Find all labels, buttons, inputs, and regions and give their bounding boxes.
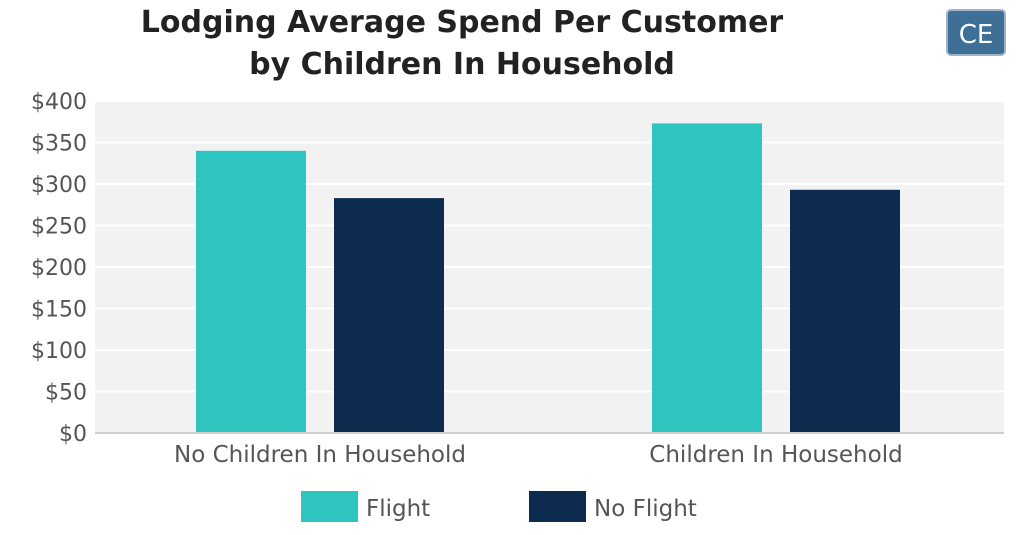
legend-swatch <box>529 491 586 522</box>
y-tick-label: $300 <box>31 173 87 198</box>
legend-item-flight: Flight <box>301 491 430 522</box>
legend-label: No Flight <box>594 496 697 522</box>
y-tick-label: $200 <box>31 256 87 281</box>
chart-title-line: by Children In Household <box>249 47 675 82</box>
y-tick-label: $400 <box>31 90 87 115</box>
y-tick-label: $350 <box>31 132 87 157</box>
chart-title-line: Lodging Average Spend Per Customer <box>141 5 784 40</box>
x-category-label: Children In Household <box>649 442 902 468</box>
x-category-label: No Children In Household <box>174 442 466 468</box>
ce-logo: CE <box>946 9 1006 56</box>
y-axis: $0 $50 $100 $150 $200 $250 $300 $350 $400 <box>31 90 87 447</box>
y-tick-label: $50 <box>45 381 87 406</box>
y-tick-label: $150 <box>31 298 87 323</box>
y-tick-label: $250 <box>31 215 87 240</box>
bar-flight-1 <box>196 150 306 434</box>
plot-area <box>95 100 1004 434</box>
legend: Flight No Flight <box>301 491 697 522</box>
legend-label: Flight <box>366 496 430 522</box>
bar-no-flight-1 <box>334 198 444 433</box>
logo-badge <box>946 9 1006 56</box>
chart-title: Lodging Average Spend Per Customer by Chi… <box>141 5 784 82</box>
x-axis: No Children In Household Children In Hous… <box>174 442 903 468</box>
y-tick-label: $100 <box>31 339 87 364</box>
bar-flight-2 <box>652 123 762 433</box>
logo-text: CE <box>959 20 994 50</box>
y-tick-label: $0 <box>59 422 87 447</box>
legend-swatch <box>301 491 358 522</box>
bar-no-flight-2 <box>790 189 900 433</box>
legend-item-no-flight: No Flight <box>529 491 697 522</box>
